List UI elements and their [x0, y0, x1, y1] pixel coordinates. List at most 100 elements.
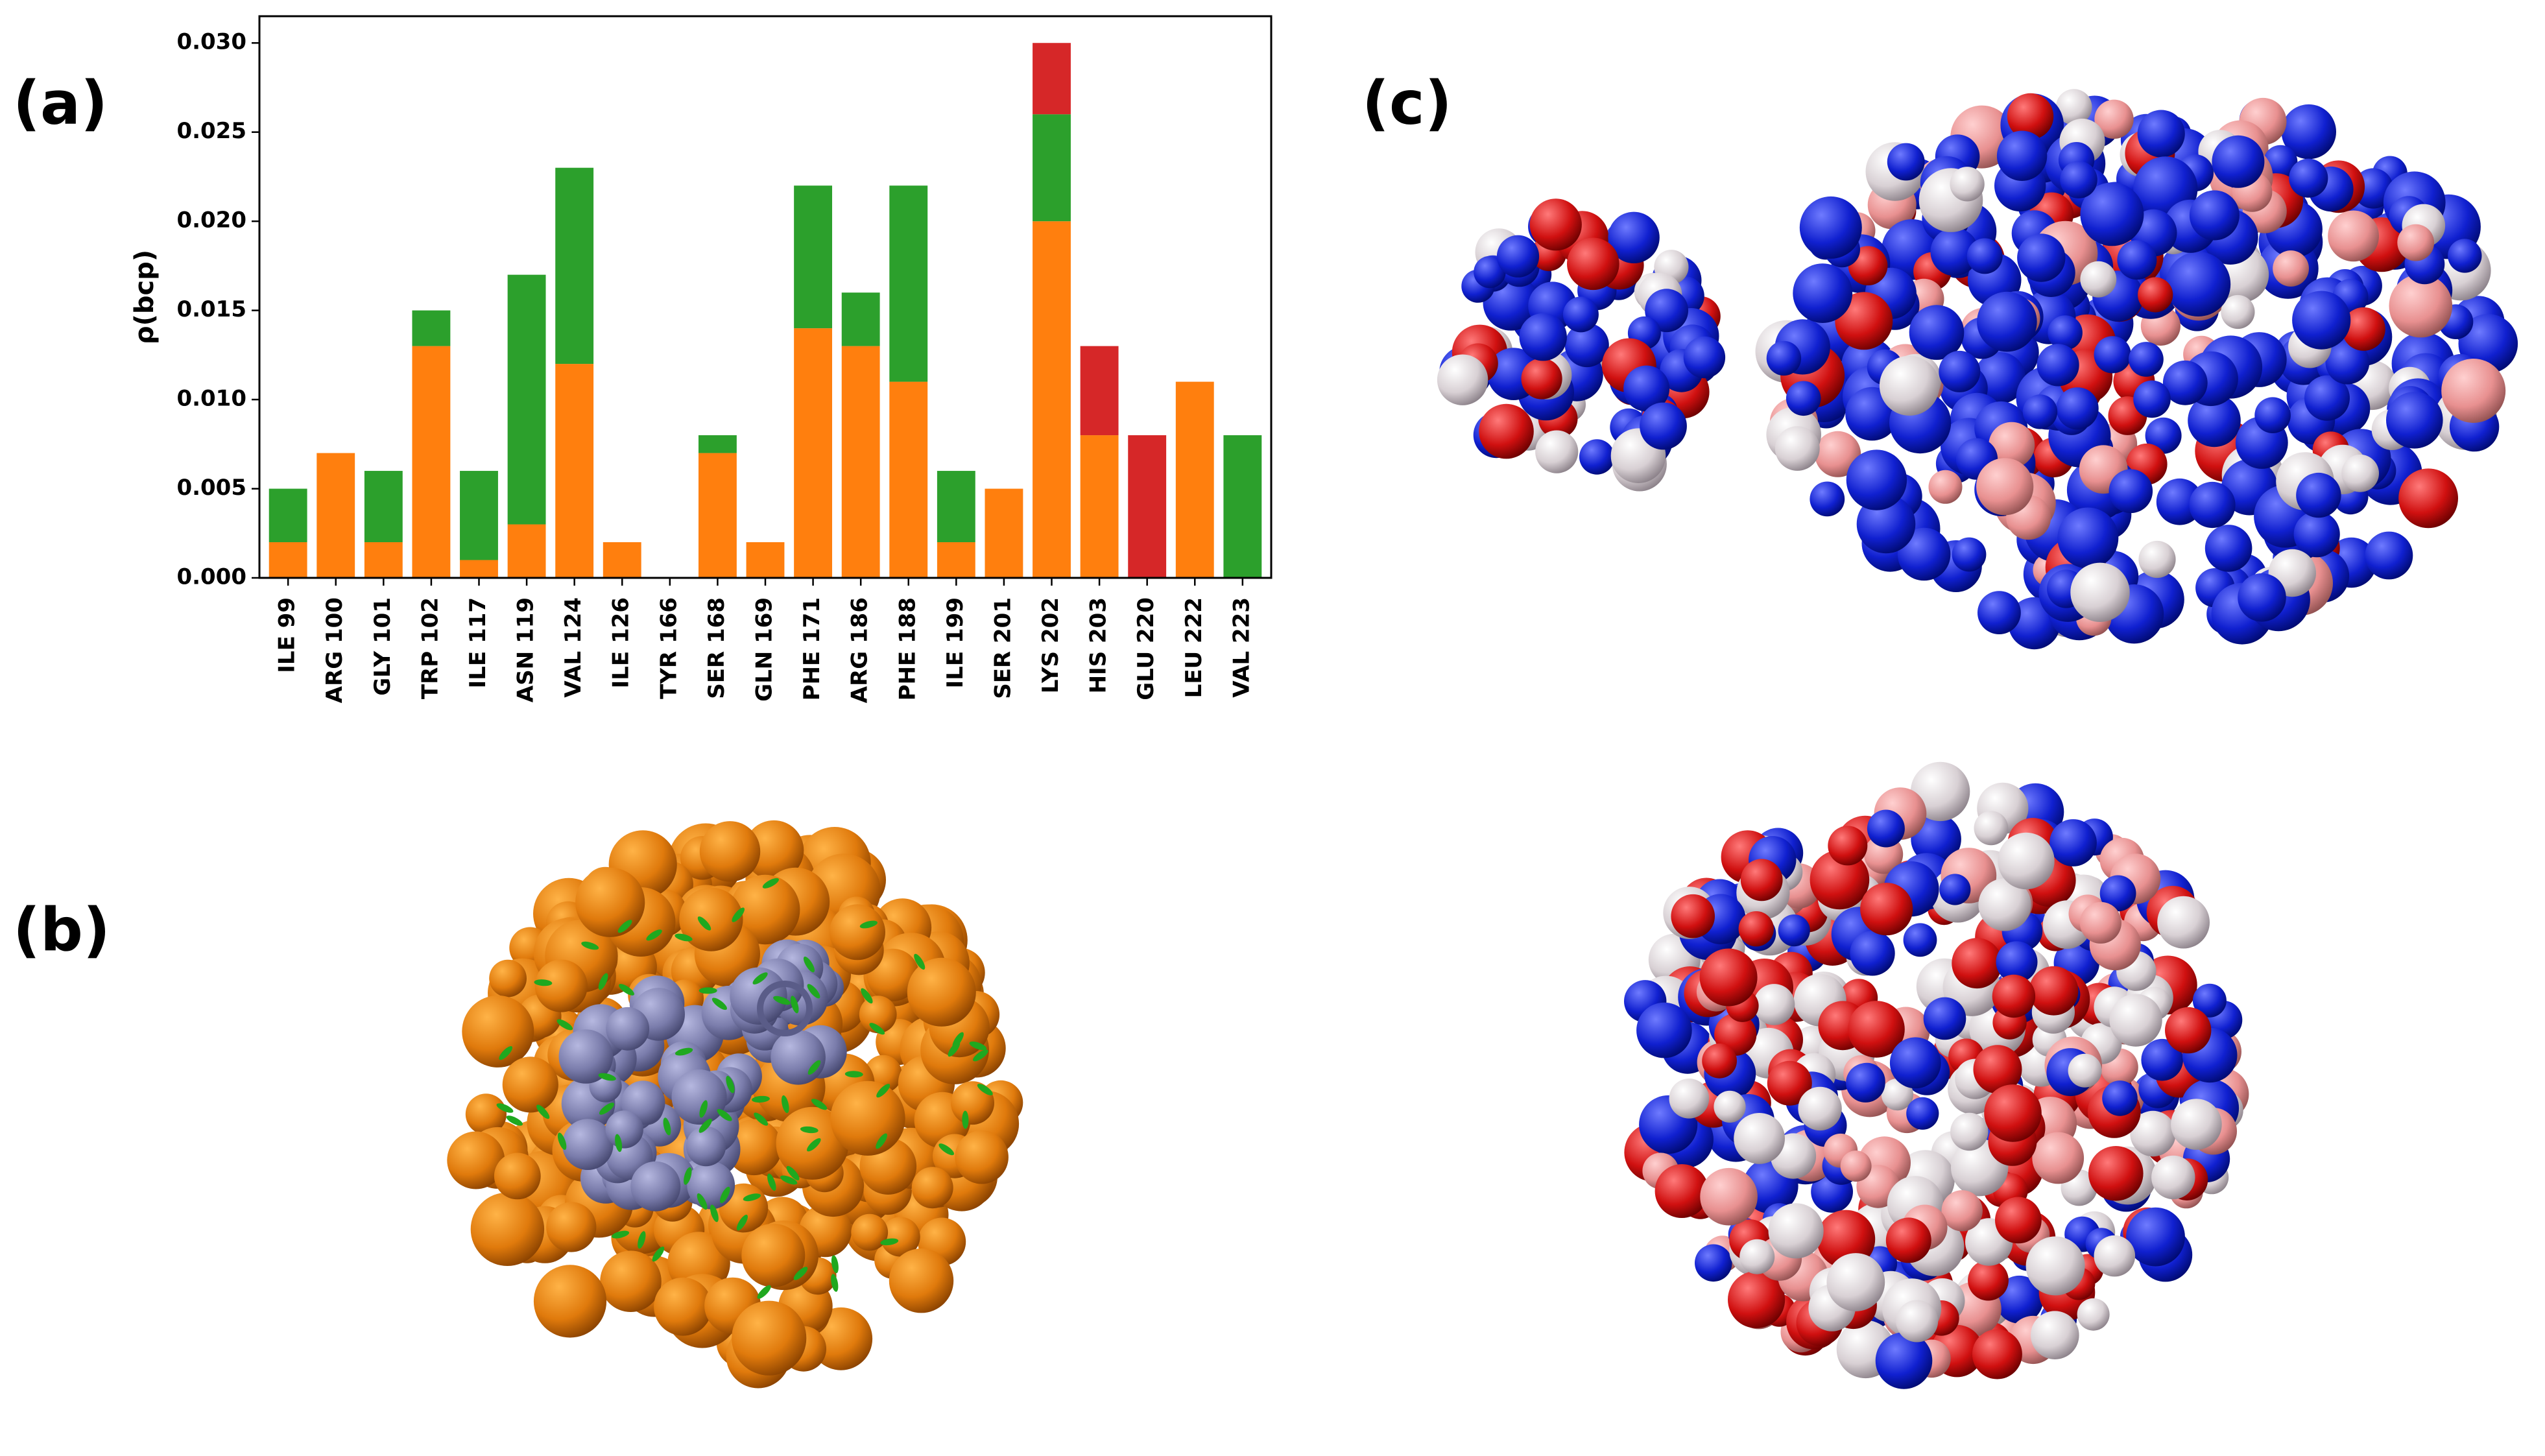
- surface-blob: [2057, 507, 2119, 569]
- x-tick-label: LYS 202: [1038, 597, 1064, 693]
- interaction-surface: [807, 984, 820, 999]
- surface-blob: [558, 1029, 614, 1084]
- interaction-surface: [973, 1049, 988, 1062]
- surface-blob: [1728, 1271, 1786, 1328]
- interaction-surface: [598, 973, 608, 990]
- surface-blob: [494, 1152, 541, 1200]
- surface-blob: [1474, 256, 1506, 289]
- surface-blob: [575, 867, 645, 937]
- bar-segment: [555, 364, 594, 578]
- surface-blob: [533, 1265, 607, 1338]
- surface-blob: [562, 1119, 614, 1170]
- surface-blob: [1906, 1097, 1939, 1130]
- bar-segment: [555, 167, 594, 364]
- surface-blob: [880, 1217, 920, 1257]
- surface-blob: [534, 959, 588, 1012]
- surface-blob: [1702, 1043, 1738, 1079]
- surface-blob: [1977, 291, 2037, 352]
- surface-blob: [2056, 387, 2099, 430]
- x-tick-label: GLU 220: [1133, 597, 1159, 700]
- surface-blob: [889, 1248, 954, 1313]
- bar-segment: [1080, 346, 1119, 436]
- surface-blob: [1952, 537, 1987, 572]
- surface-blob: [2238, 573, 2286, 622]
- interaction-surface: [699, 1118, 712, 1133]
- interaction-surface: [638, 1231, 646, 1249]
- interaction-surface: [859, 920, 878, 929]
- interaction-surface: [807, 1138, 821, 1152]
- bar-segment: [317, 453, 355, 578]
- bar-segment: [794, 328, 833, 578]
- surface-blob: [1939, 874, 1971, 905]
- surface-blob: [2079, 901, 2121, 944]
- x-tick-label: ILE 117: [465, 597, 491, 688]
- surface-blob: [771, 1030, 826, 1085]
- surface-cluster: [1437, 198, 1726, 492]
- surface-blob: [2273, 250, 2310, 287]
- interaction-surface: [534, 979, 553, 986]
- bar-segment: [794, 185, 833, 329]
- surface-blob: [2088, 1146, 2144, 1201]
- surface-blob: [606, 1007, 650, 1051]
- surface-blob: [1699, 948, 1758, 1007]
- surface-blob: [1930, 228, 1979, 276]
- surface-blob: [2017, 233, 2066, 282]
- panel-label: (b): [13, 895, 110, 964]
- surface-blob: [2094, 1235, 2136, 1277]
- interaction-surface: [743, 1193, 761, 1202]
- interaction-surface: [844, 1071, 863, 1078]
- bar-segment: [698, 435, 737, 453]
- surface-blob: [2099, 875, 2136, 912]
- surface-blob: [679, 887, 743, 951]
- surface-blob: [2289, 158, 2328, 198]
- y-tick-label: 0.005: [176, 475, 246, 501]
- surface-blob: [1881, 1079, 1913, 1111]
- interaction-surface: [876, 1133, 887, 1149]
- interaction-surface: [646, 929, 662, 941]
- surface-blob: [2192, 983, 2227, 1018]
- bar-chart: ILE 99 ARG 100 GLY 101 TRP 102 ILE 117 ASN 11…: [176, 15, 1272, 703]
- bar-segment: [460, 471, 498, 560]
- bar-segment: [1033, 114, 1071, 222]
- surface-blob: [2296, 472, 2341, 518]
- bar-segment: [269, 542, 307, 578]
- surface-blob: [1896, 1300, 1939, 1343]
- surface-blob: [1655, 1164, 1709, 1218]
- x-tick-label: ARG 100: [322, 597, 348, 703]
- surface-blob: [1810, 850, 1870, 910]
- interaction-surface: [952, 1032, 964, 1048]
- bar-segment: [1175, 381, 1214, 578]
- surface-blob: [1976, 458, 2034, 516]
- surface-blob: [502, 1056, 558, 1113]
- interaction-surface: [780, 1175, 798, 1185]
- interaction-surface: [581, 941, 599, 950]
- surface-blob: [2025, 1236, 2085, 1296]
- surface-cluster: [1624, 761, 2249, 1389]
- bar-segment: [698, 453, 737, 578]
- surface-blob: [730, 874, 800, 945]
- surface-blob: [699, 821, 761, 882]
- interaction-surface: [752, 972, 768, 985]
- x-tick-label: ARG 186: [847, 597, 873, 703]
- interaction-surface: [697, 1193, 708, 1210]
- x-tick-label: SER 201: [990, 597, 1016, 699]
- x-tick-label: TYR 166: [656, 597, 682, 699]
- interaction-surface: [556, 1019, 573, 1031]
- surface-blob: [1846, 449, 1907, 510]
- surface-blob: [1835, 292, 1893, 350]
- surface-blob: [1840, 1151, 1872, 1182]
- y-tick-label: 0.015: [176, 296, 246, 322]
- surface-blob: [2189, 190, 2240, 241]
- molecular-renderings: [447, 89, 2518, 1389]
- y-tick-label: 0.025: [176, 118, 246, 144]
- interaction-surface: [675, 933, 693, 942]
- surface-blob: [911, 1167, 953, 1209]
- surface-blob: [2293, 511, 2340, 558]
- surface-blob: [1734, 1113, 1786, 1164]
- surface-blob: [2109, 469, 2153, 514]
- x-tick-label: SER 168: [704, 597, 730, 699]
- surface-blob: [489, 959, 527, 997]
- interaction-surface: [663, 1117, 671, 1136]
- interaction-surface: [684, 1167, 692, 1185]
